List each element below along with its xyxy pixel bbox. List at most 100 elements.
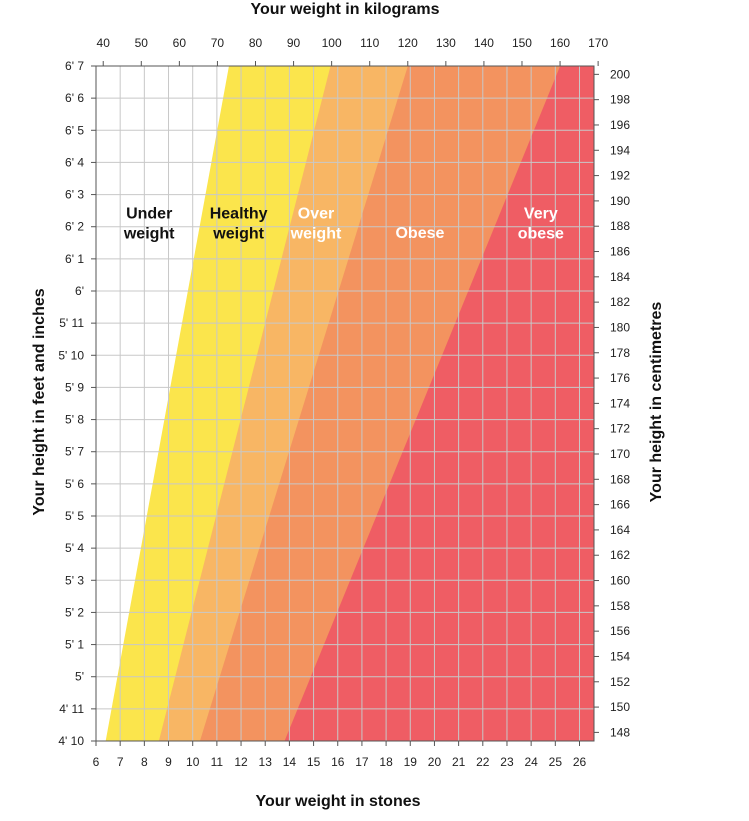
left-tick-label: 6' 3 <box>65 188 84 202</box>
right-tick-label: 164 <box>610 523 630 537</box>
left-tick-label: 4' 11 <box>59 702 84 716</box>
left-tick-label: 6' 2 <box>65 220 84 234</box>
left-tick-label: 5' 11 <box>59 316 84 330</box>
right-tick-label: 152 <box>610 675 630 689</box>
zone-labels: Under weight Healthy weight Over weight Obese V… <box>123 206 564 243</box>
right-tick-label: 160 <box>610 574 630 588</box>
left-tick-label: 6' 4 <box>65 155 84 169</box>
bottom-tick-label: 9 <box>165 755 172 769</box>
top-tick-label: 50 <box>135 36 149 50</box>
right-tick-label: 200 <box>610 67 630 81</box>
right-tick-label: 154 <box>610 649 630 663</box>
bottom-tick-label: 13 <box>259 755 273 769</box>
top-axis-ticks: 40 50 60 70 80 90 100 110 120 130 140 150 160 170 <box>97 36 608 66</box>
zone-label-line: Healthy <box>210 206 268 223</box>
right-tick-label: 190 <box>610 194 630 208</box>
right-tick-label: 168 <box>610 472 630 486</box>
bottom-tick-label: 15 <box>307 755 321 769</box>
right-tick-label: 192 <box>610 169 630 183</box>
right-tick-label: 182 <box>610 295 630 309</box>
right-tick-label: 198 <box>610 93 630 107</box>
bottom-tick-label: 21 <box>452 755 466 769</box>
bottom-axis-ticks: 6 7 8 9 10 11 12 13 14 15 16 17 18 19 20 21 22 23 24 25 26 <box>93 741 586 769</box>
bottom-tick-label: 12 <box>234 755 248 769</box>
zone-label-line: Under <box>126 206 172 223</box>
right-tick-label: 148 <box>610 725 630 739</box>
zone-label-over-weight: Over weight <box>290 206 342 243</box>
right-tick-label: 162 <box>610 548 630 562</box>
zone-label-under-weight: Under weight <box>123 206 175 243</box>
right-tick-label: 178 <box>610 346 630 360</box>
right-tick-label: 176 <box>610 371 630 385</box>
top-tick-label: 90 <box>287 36 301 50</box>
right-tick-label: 158 <box>610 599 630 613</box>
left-tick-label: 5' 8 <box>65 413 84 427</box>
right-tick-label: 156 <box>610 624 630 638</box>
left-tick-label: 5' 3 <box>65 573 84 587</box>
left-tick-label: 5' 2 <box>65 605 84 619</box>
zone-label-very-obese: Very obese <box>518 206 564 243</box>
right-tick-label: 174 <box>610 396 630 410</box>
left-tick-label: 5' <box>75 670 84 684</box>
top-tick-label: 110 <box>360 36 379 50</box>
right-tick-label: 172 <box>610 422 630 436</box>
right-tick-label: 186 <box>610 245 630 259</box>
left-tick-label: 5' 9 <box>65 380 84 394</box>
left-tick-label: 6' <box>75 284 84 298</box>
right-tick-label: 196 <box>610 118 630 132</box>
weight-zones <box>96 66 594 741</box>
left-tick-label: 5' 1 <box>65 638 84 652</box>
right-tick-label: 188 <box>610 219 630 233</box>
bottom-tick-label: 11 <box>211 755 224 769</box>
right-axis-ticks: 148 150 152 154 156 158 160 162 164 166 168 170 172 1… <box>594 67 630 739</box>
zone-label-line: Very <box>524 206 558 223</box>
right-tick-label: 170 <box>610 447 630 461</box>
top-tick-label: 80 <box>249 36 263 50</box>
top-tick-label: 40 <box>97 36 111 50</box>
top-tick-label: 160 <box>550 36 570 50</box>
zone-label-line: Over <box>298 206 334 223</box>
left-tick-label: 5' 5 <box>65 509 84 523</box>
left-tick-label: 5' 10 <box>58 348 84 362</box>
top-tick-label: 150 <box>512 36 532 50</box>
bottom-tick-label: 17 <box>355 755 369 769</box>
right-axis-title: Your height in centimetres <box>648 302 665 503</box>
right-tick-label: 184 <box>610 270 630 284</box>
left-axis-title: Your height in feet and inches <box>31 288 48 515</box>
top-tick-label: 70 <box>211 36 225 50</box>
bottom-tick-label: 7 <box>117 755 124 769</box>
zone-label-line: obese <box>518 226 564 243</box>
top-tick-label: 100 <box>322 36 342 50</box>
left-tick-label: 5' 6 <box>65 477 84 491</box>
zone-label-line: weight <box>212 226 264 243</box>
zone-label-line: Obese <box>395 225 444 242</box>
top-tick-label: 140 <box>474 36 494 50</box>
bottom-tick-label: 6 <box>93 755 100 769</box>
bottom-axis-title: Your weight in stones <box>255 793 420 810</box>
bottom-tick-label: 10 <box>186 755 200 769</box>
top-tick-label: 60 <box>173 36 187 50</box>
bottom-tick-label: 8 <box>141 755 148 769</box>
left-tick-label: 6' 7 <box>65 59 84 73</box>
grid-lines <box>95 65 594 742</box>
left-tick-label: 5' 4 <box>65 541 84 555</box>
bottom-tick-label: 16 <box>331 755 345 769</box>
zone-label-line: weight <box>123 226 175 243</box>
left-tick-label: 6' 1 <box>65 252 84 266</box>
zone-label-obese: Obese <box>395 225 444 242</box>
left-tick-label: 4' 10 <box>58 734 84 748</box>
top-tick-label: 130 <box>436 36 456 50</box>
zone-label-healthy-weight: Healthy weight <box>210 206 268 243</box>
bottom-tick-label: 14 <box>283 755 297 769</box>
left-tick-label: 5' 7 <box>65 445 84 459</box>
top-tick-label: 170 <box>588 36 608 50</box>
left-axis-ticks: 4' 10 4' 11 5' 5' 1 5' 2 5' 3 5' 4 5' 5 5' 6 5' 7… <box>58 59 96 748</box>
bottom-tick-label: 22 <box>476 755 490 769</box>
bottom-tick-label: 25 <box>549 755 563 769</box>
bottom-tick-label: 23 <box>500 755 514 769</box>
bottom-tick-label: 19 <box>404 755 418 769</box>
bottom-tick-label: 24 <box>524 755 538 769</box>
right-tick-label: 180 <box>610 320 630 334</box>
zone-label-line: weight <box>290 226 342 243</box>
